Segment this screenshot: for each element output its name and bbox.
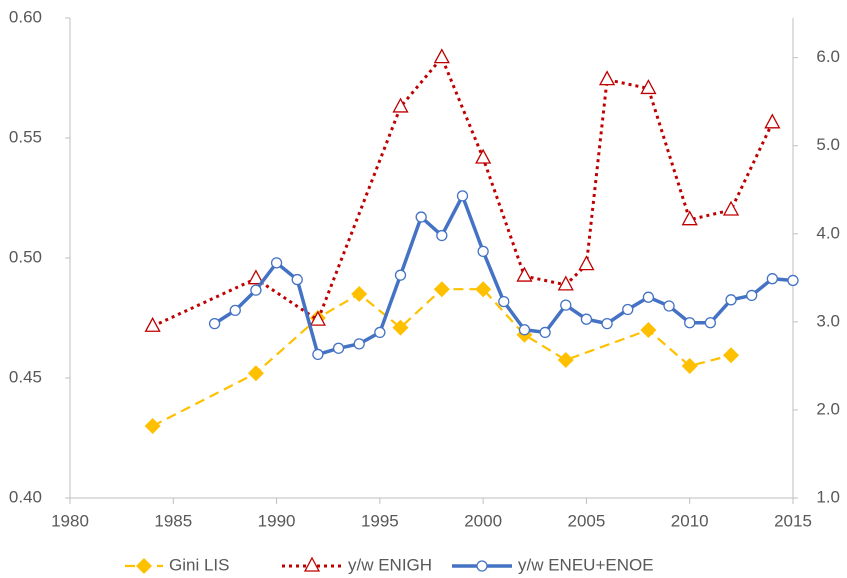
- data-point: [456, 190, 469, 202]
- data-point: [477, 245, 489, 258]
- legend-label: Gini LIS: [169, 555, 229, 574]
- legend-marker: [303, 556, 321, 572]
- legend-marker: [476, 560, 488, 572]
- data-point: [312, 348, 324, 361]
- data-point: [681, 358, 698, 374]
- data-point: [518, 324, 531, 336]
- x-tick-label: 2015: [774, 511, 812, 530]
- data-point: [392, 319, 409, 336]
- data-point: [766, 273, 778, 285]
- data-point: [557, 275, 574, 291]
- series-line: [213, 191, 794, 357]
- y2-tick-label: 3.0: [816, 311, 840, 330]
- x-tick-label: 1990: [258, 511, 296, 530]
- y-tick-label: 0.60: [9, 7, 42, 26]
- data-point: [598, 70, 616, 86]
- x-tick-label: 2000: [464, 511, 502, 530]
- data-point: [144, 316, 161, 332]
- data-point: [247, 269, 265, 285]
- data-point: [557, 352, 574, 368]
- series-line: [152, 54, 774, 328]
- legend-label: y/w ENIGH: [348, 555, 432, 574]
- data-point: [640, 79, 657, 95]
- data-point: [247, 365, 264, 382]
- y-tick-label: 0.50: [9, 247, 42, 266]
- data-point: [498, 295, 510, 308]
- data-point: [270, 257, 283, 269]
- x-tick-label: 1980: [51, 511, 89, 530]
- data-point: [374, 326, 386, 339]
- data-point: [475, 148, 492, 164]
- data-point: [725, 294, 737, 306]
- data-point: [433, 48, 450, 64]
- x-tick-label: 1995: [361, 511, 399, 530]
- x-tick-label: 1985: [154, 511, 192, 530]
- data-point: [663, 300, 675, 312]
- data-point: [601, 317, 613, 330]
- y-tick-label: 0.55: [9, 127, 42, 146]
- data-point: [433, 281, 450, 298]
- data-point: [684, 317, 696, 329]
- data-point: [229, 304, 241, 317]
- data-point: [351, 286, 368, 302]
- data-point: [704, 317, 717, 329]
- data-point: [722, 200, 740, 216]
- x-tick-label: 2010: [671, 511, 709, 530]
- data-point: [787, 274, 799, 287]
- y2-tick-label: 4.0: [816, 223, 840, 242]
- series-line: [152, 288, 732, 427]
- data-point: [309, 310, 326, 326]
- data-point: [208, 317, 221, 330]
- data-point: [353, 338, 365, 350]
- data-point: [475, 281, 492, 298]
- data-point: [394, 269, 407, 281]
- data-point: [642, 291, 655, 303]
- y2-tick-label: 2.0: [816, 399, 840, 418]
- data-point: [578, 255, 595, 271]
- x-tick-label: 2005: [568, 511, 606, 530]
- data-point: [640, 322, 657, 338]
- y2-tick-label: 1.0: [816, 487, 840, 506]
- data-point: [291, 273, 303, 286]
- data-point: [764, 113, 781, 129]
- data-point: [746, 289, 758, 302]
- data-point: [250, 284, 262, 296]
- data-point: [415, 211, 427, 223]
- data-point: [560, 299, 572, 311]
- data-point: [332, 342, 345, 354]
- legend-marker: [136, 558, 152, 574]
- data-point: [144, 418, 161, 434]
- y2-tick-label: 6.0: [816, 47, 840, 66]
- data-point: [622, 303, 634, 316]
- data-point: [580, 313, 593, 325]
- data-point: [392, 97, 409, 113]
- data-point: [681, 210, 698, 226]
- y-tick-label: 0.40: [9, 487, 42, 506]
- data-point: [723, 347, 740, 364]
- y-tick-label: 0.45: [9, 367, 42, 386]
- data-point: [539, 326, 551, 339]
- y2-tick-label: 5.0: [816, 135, 840, 154]
- data-point: [436, 229, 448, 242]
- legend-label: y/w ENEU+ENOE: [518, 555, 654, 574]
- data-point: [516, 266, 533, 282]
